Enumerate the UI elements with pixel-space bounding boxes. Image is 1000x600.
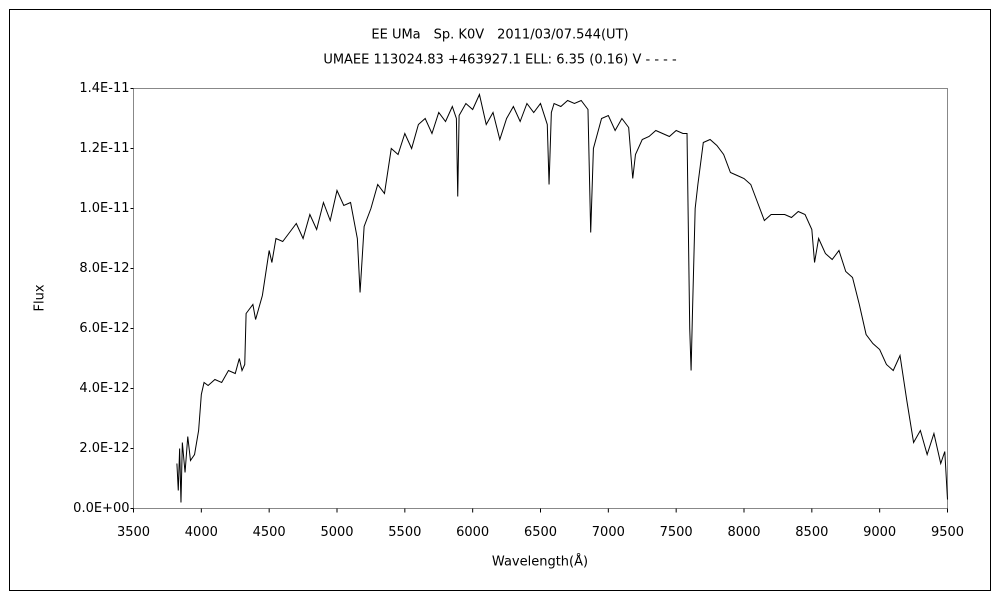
chart-subtitle: UMAEE 113024.83 +463927.1 ELL: 6.35 (0.1…: [323, 53, 677, 68]
x-tick-label: 7000: [592, 525, 625, 540]
y-tick-label: 4.0E-12: [79, 381, 129, 396]
x-tick-label: 3500: [117, 525, 150, 540]
y-tick-label: 6.0E-12: [79, 321, 129, 336]
x-tick-label: 5500: [388, 525, 421, 540]
x-tick-label: 4500: [253, 525, 286, 540]
x-tick-label: 5000: [320, 525, 353, 540]
chart-title: EE UMa Sp. K0V 2011/03/07.544(UT): [371, 28, 628, 43]
x-tick-label: 7500: [660, 525, 693, 540]
y-tick-label: 1.2E-11: [79, 141, 129, 156]
y-tick-label: 8.0E-12: [79, 261, 129, 276]
y-axis-label: Flux: [33, 284, 48, 311]
x-tick-label: 4000: [185, 525, 218, 540]
x-axis-label: Wavelength(Å): [492, 554, 588, 570]
y-tick-label: 2.0E-12: [79, 441, 129, 456]
x-tick-label: 9000: [863, 525, 896, 540]
y-tick-label: 0.0E+00: [73, 501, 129, 516]
y-tick-label: 1.4E-11: [79, 81, 129, 96]
spectrum-line: [176, 92, 948, 503]
x-tick-label: 6000: [456, 525, 489, 540]
x-tick-label: 9500: [931, 525, 964, 540]
plot-area: [133, 88, 948, 509]
x-tick-label: 8000: [727, 525, 760, 540]
y-tick-label: 1.0E-11: [79, 201, 129, 216]
x-tick-label: 6500: [524, 525, 557, 540]
x-tick-label: 8500: [795, 525, 828, 540]
